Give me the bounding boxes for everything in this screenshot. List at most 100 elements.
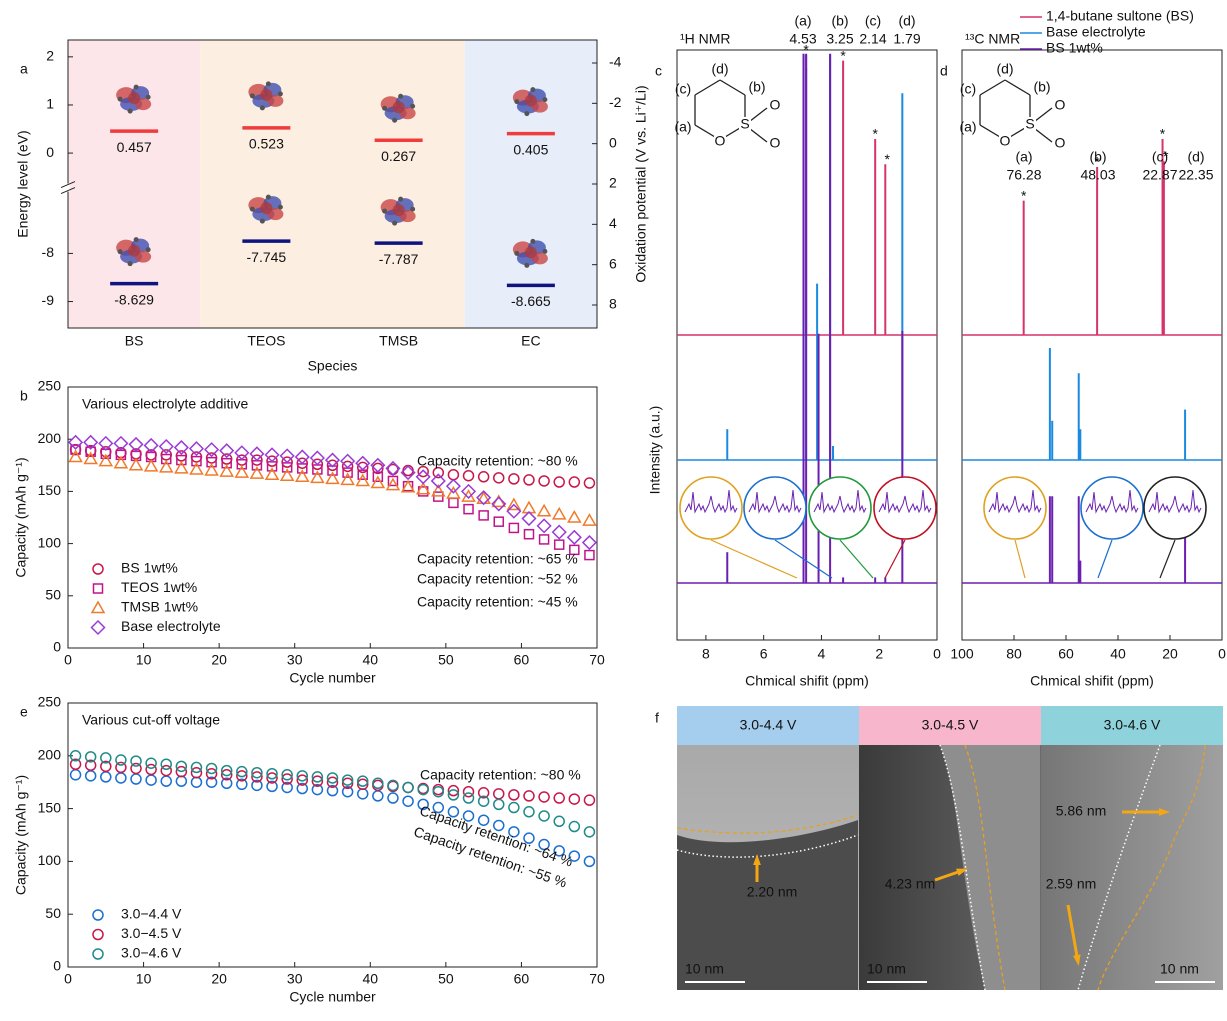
legend-marker: [92, 621, 105, 634]
y-tick-label: 200: [38, 430, 62, 446]
atom-label: S: [1025, 116, 1034, 132]
y-tick-label: 50: [45, 587, 61, 603]
marker: [160, 440, 173, 453]
y-tick-label: 2: [46, 48, 54, 64]
x-tick-label: 4: [818, 646, 826, 662]
y2-tick-label: 2: [609, 175, 617, 191]
marker: [116, 755, 126, 765]
marker: [86, 771, 96, 781]
legend-marker: [93, 949, 103, 959]
marker: [524, 475, 534, 485]
y-axis-label: Capacity (mAh g⁻¹): [13, 457, 29, 577]
marker: [584, 795, 594, 805]
marker: [131, 774, 141, 784]
panel-letter: f: [655, 710, 659, 726]
y-tick-label: 100: [38, 852, 62, 868]
orbital: [525, 95, 537, 107]
legend-marker: [93, 910, 103, 920]
legend-marker: [93, 930, 103, 940]
x-tick-label: 40: [362, 971, 378, 987]
y-tick-label: 150: [38, 799, 62, 815]
structure-tag: (d): [996, 61, 1013, 77]
y2-tick-label: 0: [609, 134, 617, 150]
scale-label: 10 nm: [685, 961, 724, 977]
atom: [278, 91, 283, 96]
marker: [539, 476, 549, 486]
atom: [128, 261, 133, 266]
x-tick-label: 10: [136, 652, 152, 668]
peak-star: *: [1021, 187, 1027, 203]
category-band: [333, 40, 465, 328]
x-tick-label: 70: [589, 652, 605, 668]
legend-label: Base electrolyte: [1046, 24, 1146, 40]
marker: [494, 799, 504, 809]
peak-star: *: [1160, 126, 1166, 142]
value-label: -7.787: [379, 251, 419, 267]
y-axis-label: Energy level (eV): [15, 130, 31, 237]
orbital: [525, 246, 537, 258]
y-tick-label: 1: [46, 96, 54, 112]
atom-label: O: [770, 97, 781, 113]
structure-tag: (d): [711, 61, 728, 77]
marker: [479, 511, 488, 520]
x-tick-label: 50: [438, 971, 454, 987]
x-axis-label: Chmical shifit (ppm): [1030, 673, 1154, 689]
atom: [410, 104, 415, 109]
peak-value: 22.35: [1178, 167, 1213, 183]
y-axis-label: Intensity (a.u.): [647, 406, 663, 495]
zoom-pointer: [840, 540, 873, 578]
x-axis-label: Species: [308, 358, 358, 374]
chart-title: ¹H NMR: [680, 31, 731, 47]
marker: [583, 515, 595, 526]
page: {"chart_data": [ {"type": "energy-level"…: [0, 0, 1227, 1021]
scale-label: 10 nm: [867, 961, 906, 977]
peak-value: 2.14: [859, 31, 886, 47]
image-header-label: 3.0-4.6 V: [1104, 717, 1161, 733]
marker: [388, 793, 398, 803]
atom: [542, 97, 547, 102]
atom: [542, 249, 547, 254]
marker: [175, 441, 188, 454]
bond: [980, 80, 1005, 95]
marker: [494, 473, 504, 483]
peak-value: 3.25: [826, 31, 853, 47]
marker: [99, 437, 112, 450]
marker: [585, 551, 594, 560]
marker: [584, 827, 594, 837]
orbital: [393, 101, 405, 113]
marker: [524, 807, 534, 817]
marker: [494, 517, 503, 526]
legend-label: BS 1wt%: [1046, 40, 1103, 56]
marker: [146, 758, 156, 768]
atom: [266, 195, 271, 200]
atom: [392, 118, 397, 123]
peak-value: 22.87: [1142, 167, 1177, 183]
marker: [569, 477, 579, 487]
marker: [538, 505, 550, 516]
atom: [260, 219, 265, 224]
x-tick-label: 0: [64, 652, 72, 668]
y2-tick-label: -4: [609, 54, 622, 70]
marker: [131, 756, 141, 766]
atom: [118, 249, 123, 254]
peak-tag: (a): [794, 13, 811, 29]
marker: [433, 468, 443, 478]
x-tick-label: TMSB: [379, 333, 418, 349]
x-tick-label: EC: [521, 333, 540, 349]
marker: [584, 856, 594, 866]
peak-tag: (a): [1015, 149, 1032, 165]
atom: [278, 205, 283, 210]
value-label: 0.405: [513, 141, 548, 157]
marker: [191, 777, 201, 787]
marker: [403, 782, 413, 792]
zoom-pointer: [1015, 540, 1025, 578]
figure: -9-8012-4-202468BS0.457-8.629TEOS0.523-7…: [0, 0, 1227, 1021]
marker: [553, 526, 566, 539]
atom-label: O: [770, 135, 781, 151]
marker: [220, 444, 233, 457]
zoom-inset: [1081, 477, 1143, 539]
y2-axis-label: Oxidation potential (V vs. Li⁺/Li): [633, 85, 649, 282]
panel-letter: a: [20, 61, 28, 77]
annotation: Capacity retention: ~52 %: [417, 571, 578, 587]
marker: [509, 803, 519, 813]
